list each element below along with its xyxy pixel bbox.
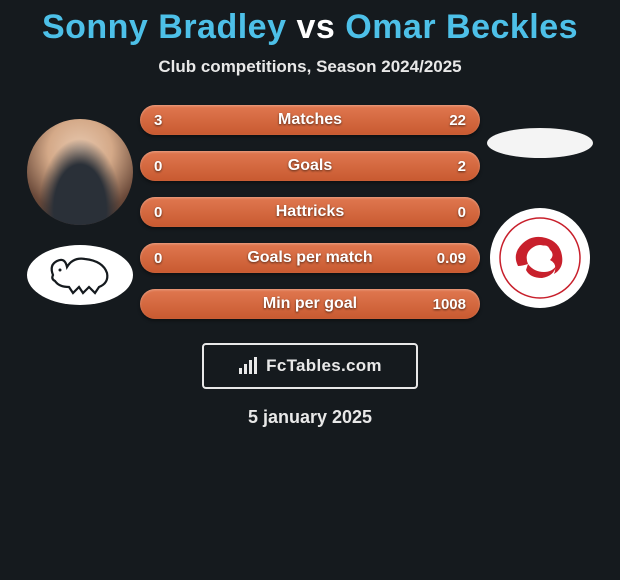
- stat-label: Goals: [288, 157, 332, 175]
- stat-right-value: 0.09: [437, 250, 466, 267]
- stat-left-value: 0: [154, 204, 162, 221]
- stat-right-value: 0: [458, 204, 466, 221]
- stat-bar-matches: 3 Matches 22: [140, 105, 480, 135]
- stat-label: Matches: [278, 111, 342, 129]
- subtitle: Club competitions, Season 2024/2025: [0, 57, 620, 77]
- page-title: Sonny Bradley vs Omar Beckles: [0, 8, 620, 47]
- stat-label: Goals per match: [247, 249, 372, 267]
- ram-icon: [45, 253, 115, 297]
- stat-right-value: 1008: [433, 296, 466, 313]
- player2-club-badge: [490, 208, 590, 308]
- stat-right-value: 22: [449, 112, 466, 129]
- stat-left-value: 0: [154, 158, 162, 175]
- player1-club-badge: [27, 245, 133, 305]
- content-row: 3 Matches 22 0 Goals 2 0 Hattricks 0 0 G…: [0, 105, 620, 319]
- player1-name: Sonny Bradley: [42, 8, 287, 46]
- stat-label: Min per goal: [263, 295, 357, 313]
- comparison-card: Sonny Bradley vs Omar Beckles Club compe…: [0, 0, 620, 428]
- left-column: [20, 119, 140, 305]
- stat-bar-min-per-goal: Min per goal 1008: [140, 289, 480, 319]
- stat-bar-goals: 0 Goals 2: [140, 151, 480, 181]
- vs-separator: vs: [296, 8, 335, 46]
- brand-box[interactable]: FcTables.com: [202, 343, 418, 389]
- player1-avatar: [27, 119, 133, 225]
- date-text: 5 january 2025: [0, 407, 620, 428]
- bars-icon: [238, 357, 260, 375]
- stat-left-value: 3: [154, 112, 162, 129]
- stat-right-value: 2: [458, 158, 466, 175]
- stat-bar-hattricks: 0 Hattricks 0: [140, 197, 480, 227]
- stat-label: Hattricks: [276, 203, 344, 221]
- stat-left-value: 0: [154, 250, 162, 267]
- player2-name: Omar Beckles: [345, 8, 578, 46]
- stat-bars: 3 Matches 22 0 Goals 2 0 Hattricks 0 0 G…: [140, 105, 480, 319]
- stat-bar-goals-per-match: 0 Goals per match 0.09: [140, 243, 480, 273]
- brand-text: FcTables.com: [266, 356, 382, 376]
- player2-avatar-placeholder: [487, 128, 593, 158]
- dragon-icon: [498, 216, 582, 300]
- right-column: [480, 116, 600, 308]
